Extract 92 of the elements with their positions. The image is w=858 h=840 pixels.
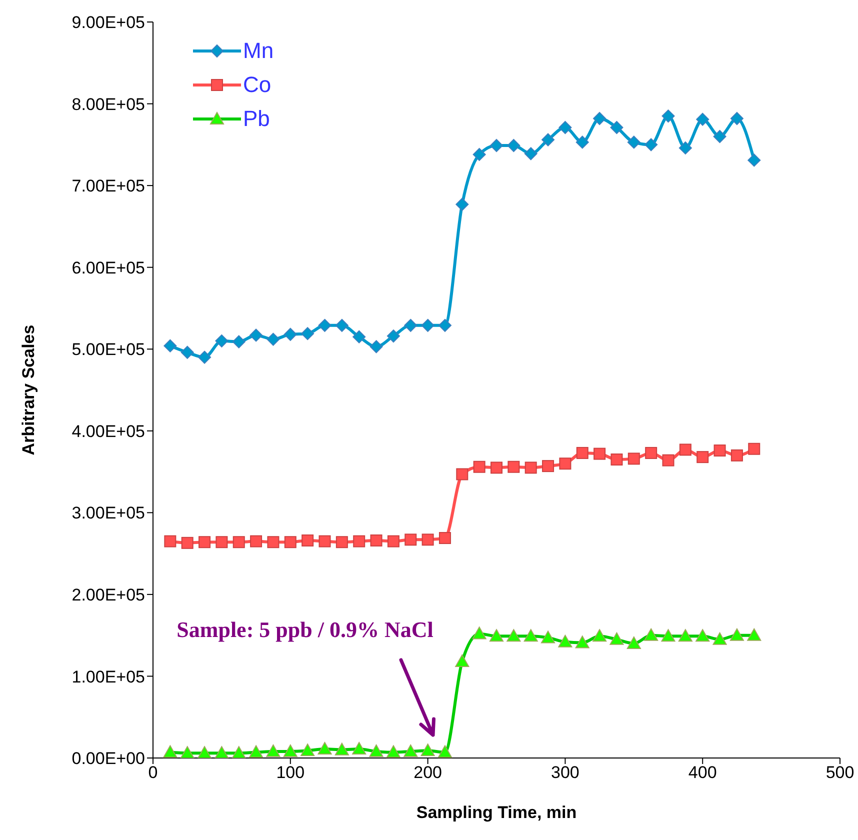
point [216, 536, 228, 548]
point [662, 110, 675, 123]
point [422, 534, 434, 546]
point [696, 451, 709, 464]
point [662, 454, 674, 466]
point [748, 154, 761, 167]
point [524, 462, 537, 474]
y-tick-label: 3.00E+05 [72, 504, 145, 523]
point [456, 468, 468, 480]
point [594, 448, 606, 460]
point [645, 446, 658, 459]
legend-label: Pb [243, 106, 270, 132]
point [284, 328, 297, 341]
point [542, 133, 555, 146]
point [250, 535, 262, 548]
point [490, 138, 503, 152]
point [576, 446, 588, 459]
point [404, 534, 417, 546]
point [164, 339, 177, 352]
point [232, 335, 246, 348]
x-axis-title: Sampling Time, min [416, 803, 577, 822]
point [576, 136, 589, 149]
y-axis-title: Arbitrary Scales [19, 324, 38, 456]
point [336, 536, 348, 548]
point [542, 460, 554, 472]
point [266, 332, 280, 346]
y-tick-label: 8.00E+05 [72, 94, 145, 114]
point [404, 318, 418, 332]
point [456, 198, 469, 211]
point [593, 112, 606, 125]
x-tick-label: 300 [551, 763, 580, 782]
x-tick-label: 100 [276, 763, 305, 782]
point [353, 535, 366, 548]
point [627, 136, 640, 149]
point [713, 130, 726, 143]
legend-label: Co [243, 72, 272, 98]
y-tick-label: 6.00E+05 [72, 258, 145, 278]
point [215, 334, 228, 348]
point [302, 534, 314, 546]
point [730, 449, 743, 462]
point [386, 330, 400, 343]
point [610, 454, 623, 466]
point [370, 340, 383, 354]
point [318, 535, 331, 548]
point [730, 112, 744, 125]
point [198, 536, 211, 548]
point [678, 141, 692, 154]
point [628, 452, 640, 465]
y-tick-label: 7.00E+05 [72, 176, 145, 196]
y-tick-label: 0.00E+00 [72, 749, 145, 768]
x-tick-label: 0 [148, 763, 158, 782]
y-tick-label: 2.00E+05 [72, 585, 145, 604]
point [335, 318, 348, 332]
point [438, 532, 451, 544]
point [370, 534, 382, 546]
y-tick-label: 4.00E+05 [72, 422, 145, 441]
point [490, 462, 502, 474]
point [472, 148, 486, 161]
y-tick-label: 1.00E+05 [72, 667, 145, 686]
y-tick-label: 9.00E+05 [72, 13, 145, 32]
point [507, 138, 520, 152]
point [679, 444, 692, 456]
legend-label: Mn [243, 38, 274, 64]
x-tick-label: 500 [826, 763, 854, 782]
point [180, 346, 194, 359]
point [644, 138, 658, 152]
point [714, 444, 726, 457]
point [232, 536, 245, 548]
x-tick-label: 400 [688, 763, 717, 782]
point [524, 147, 538, 160]
point [164, 535, 176, 548]
point [250, 328, 263, 342]
point [508, 460, 520, 473]
point [198, 350, 212, 364]
point [181, 536, 194, 549]
point [284, 536, 296, 548]
point [267, 536, 280, 548]
point [558, 120, 572, 134]
point [352, 330, 366, 344]
point [421, 318, 434, 332]
point [301, 327, 314, 340]
point [387, 535, 400, 548]
y-tick-label: 5.00E+05 [72, 340, 145, 360]
annotation: Sample: 5 ppb / 0.9% NaCl [176, 617, 434, 642]
point [438, 318, 452, 332]
point [473, 460, 486, 473]
point [559, 458, 572, 470]
point [748, 442, 760, 455]
point [318, 318, 332, 332]
x-tick-label: 200 [414, 763, 442, 782]
point [696, 112, 710, 126]
point [610, 120, 624, 134]
